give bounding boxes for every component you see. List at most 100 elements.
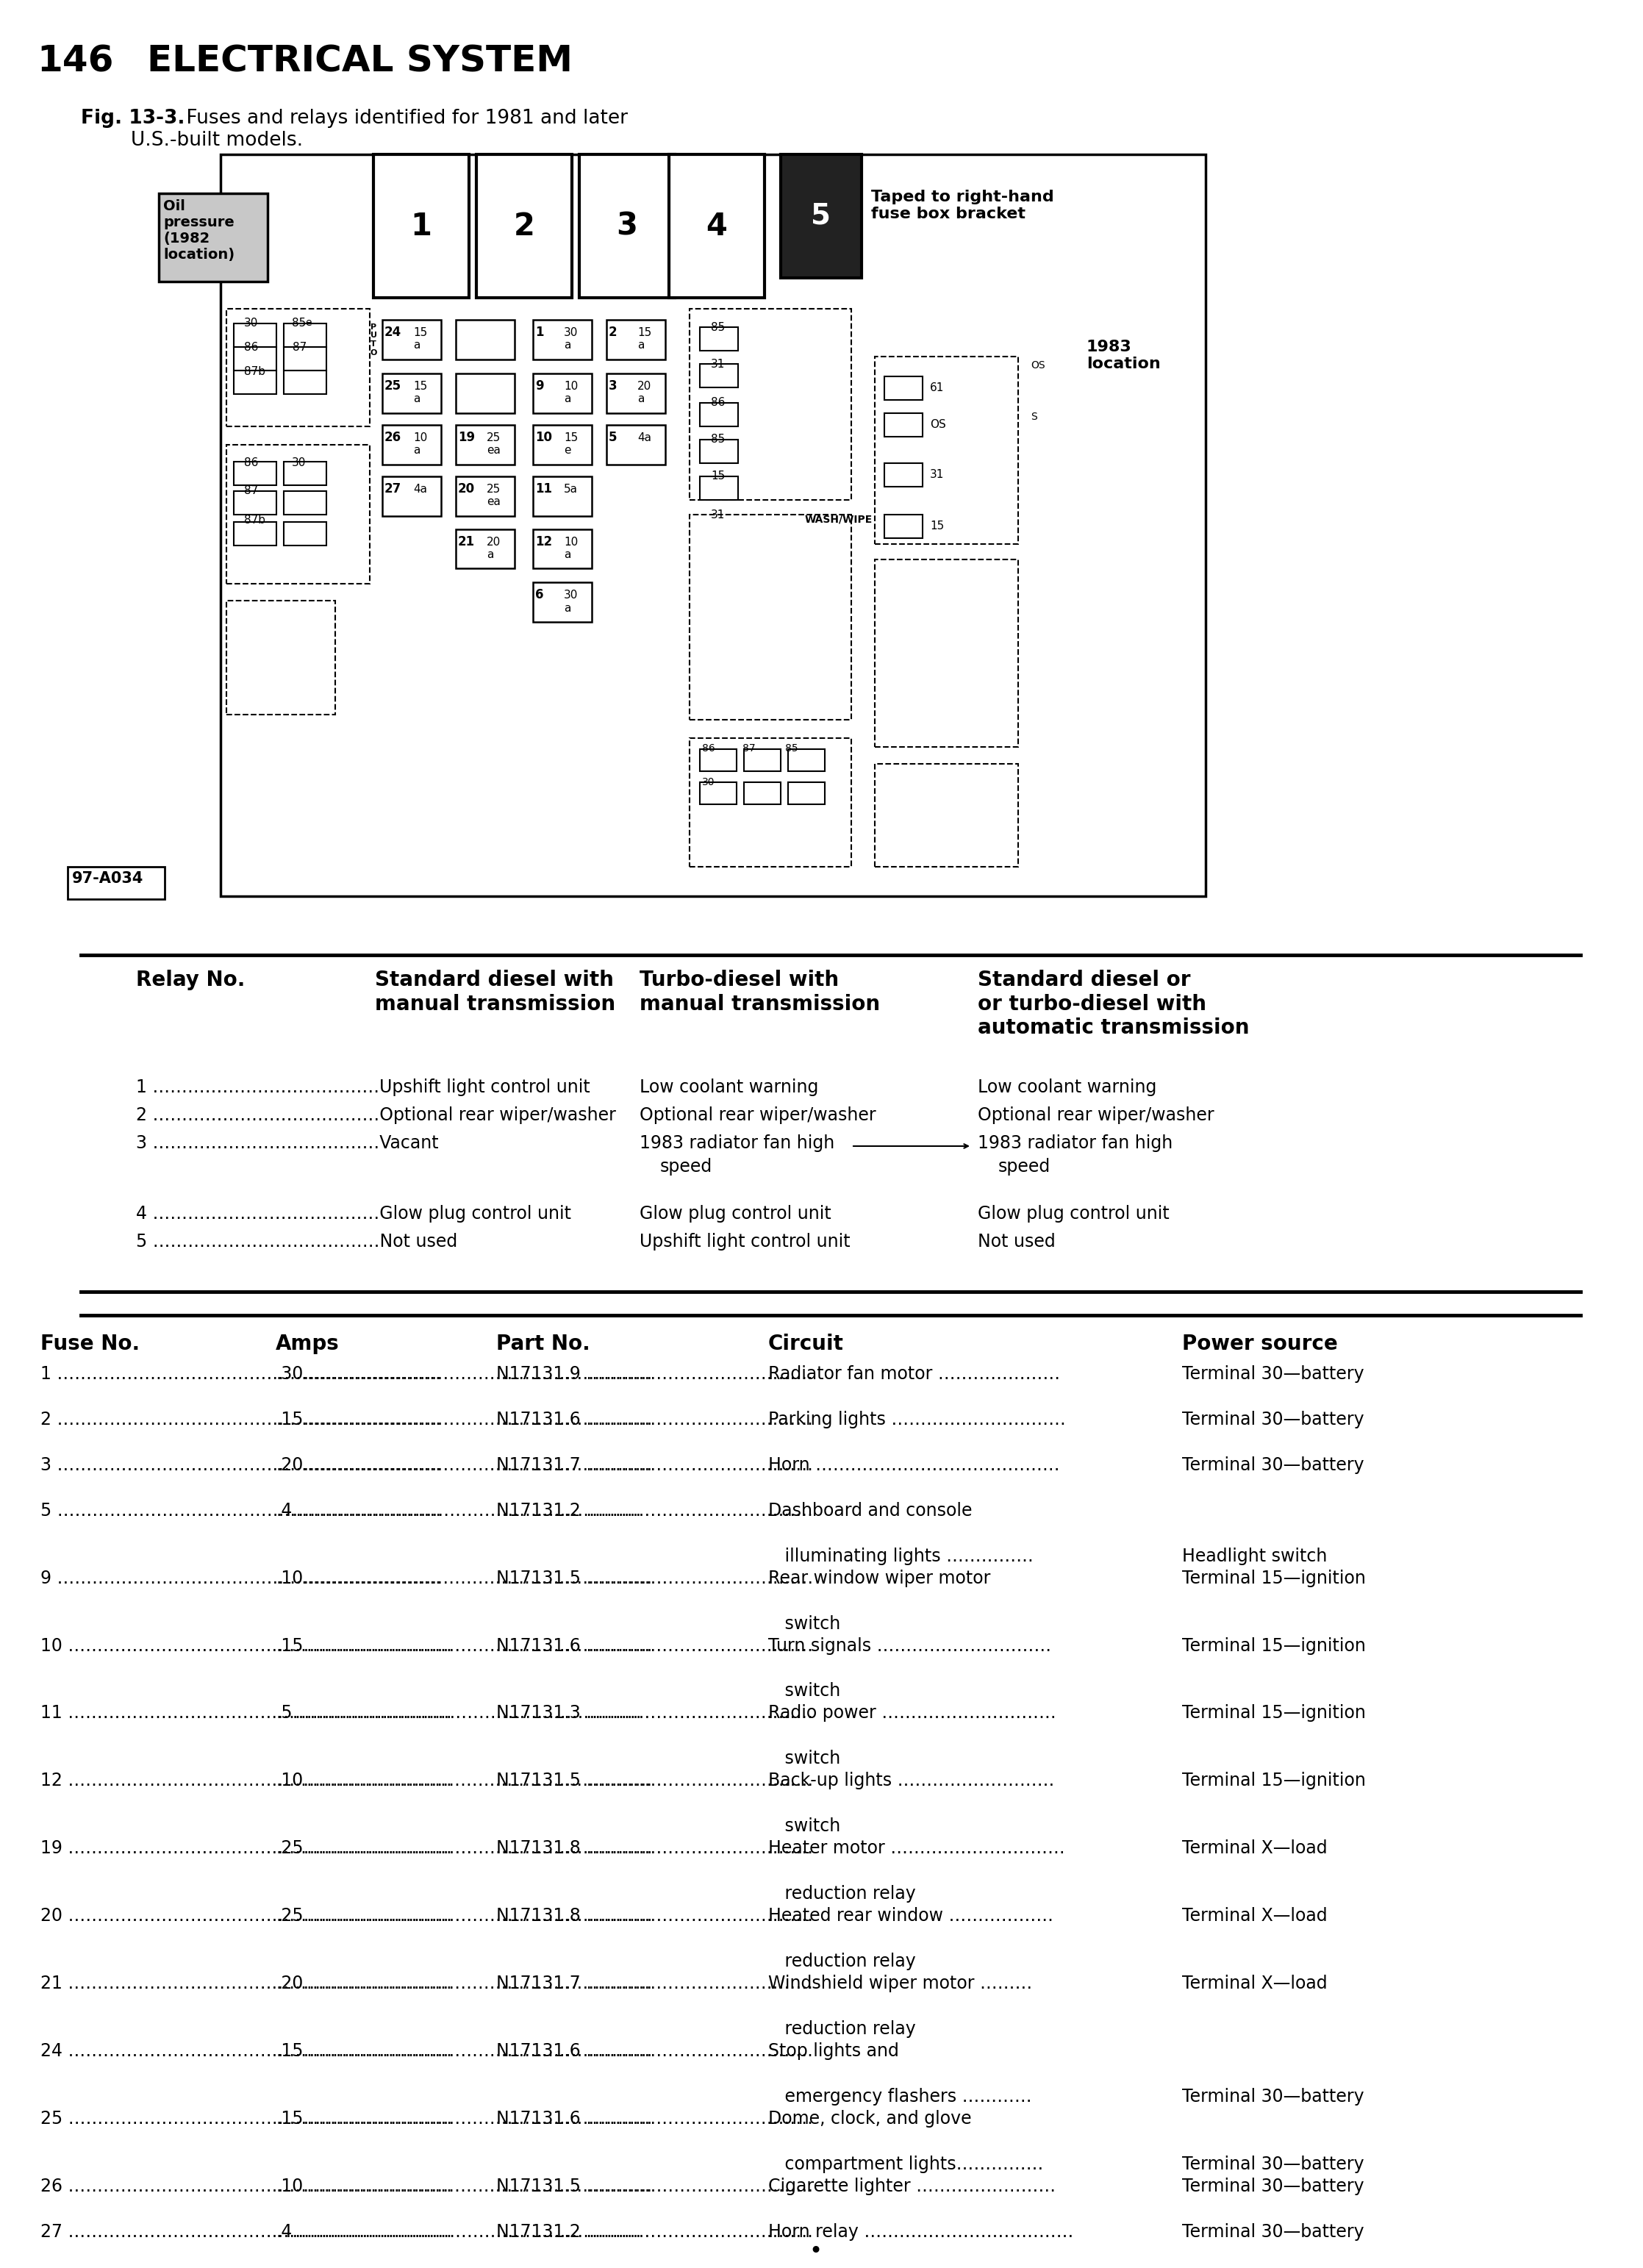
Text: Dashboard and console: Dashboard and console — [769, 1501, 973, 1520]
Text: 87b: 87b — [245, 365, 266, 376]
Text: 21: 21 — [458, 535, 475, 549]
Text: .10……………………………………………………: .10…………………………………………………… — [276, 2177, 652, 2195]
Bar — [532, 374, 591, 413]
Text: 5: 5 — [812, 202, 831, 229]
Text: 15: 15 — [930, 519, 945, 531]
Bar — [455, 528, 514, 569]
Text: reduction relay: reduction relay — [769, 2021, 915, 2039]
Text: Terminal 30—battery: Terminal 30—battery — [1181, 2089, 1364, 2105]
Bar — [669, 154, 764, 297]
Bar — [284, 347, 327, 370]
Text: Terminal 15—ignition: Terminal 15—ignition — [1181, 1569, 1365, 1588]
Bar — [606, 424, 665, 465]
Text: 10
a: 10 a — [412, 431, 427, 456]
Text: 2 …………………………………………………………: 2 ………………………………………………………… — [41, 1411, 440, 1429]
Text: 30: 30 — [245, 318, 258, 329]
Text: compartment lights……………: compartment lights…………… — [769, 2155, 1043, 2173]
Text: 5 …………………………………Not used: 5 …………………………………Not used — [136, 1234, 457, 1250]
Text: 85: 85 — [711, 322, 725, 333]
Text: switch: switch — [769, 1817, 841, 1835]
Bar — [383, 476, 440, 515]
Bar — [233, 522, 276, 544]
Text: N17131.6 …………………………………: N17131.6 ………………………………… — [496, 2109, 813, 2127]
Bar — [383, 374, 440, 413]
Text: .15……………………………………………………: .15…………………………………………………… — [276, 1411, 652, 1429]
Bar — [284, 370, 327, 395]
Text: 25 …………………………………………………………: 25 ………………………………………………………… — [41, 2109, 452, 2127]
Text: 87: 87 — [743, 744, 756, 753]
Text: WASH/WIPE: WASH/WIPE — [805, 515, 872, 524]
Text: Radio power …………………………: Radio power ………………………… — [769, 1706, 1056, 1721]
Bar — [233, 324, 276, 347]
Text: e: e — [306, 318, 311, 327]
Bar — [700, 476, 738, 499]
Text: Taped to right-hand
fuse box bracket: Taped to right-hand fuse box bracket — [871, 191, 1053, 222]
Text: speed: speed — [999, 1159, 1050, 1175]
Text: Not used: Not used — [978, 1234, 1055, 1250]
Bar — [780, 154, 861, 277]
Text: 85: 85 — [785, 744, 798, 753]
Text: 30: 30 — [292, 456, 306, 467]
Text: 10 …………………………………………………………: 10 ………………………………………………………… — [41, 1637, 452, 1656]
Text: Oil
pressure
(1982
location): Oil pressure (1982 location) — [163, 200, 235, 261]
Text: 2 …………………………………Optional rear wiper/washer: 2 …………………………………Optional rear wiper/washe… — [136, 1107, 616, 1125]
Text: 3 …………………………………………………………: 3 ………………………………………………………… — [41, 1456, 440, 1474]
Text: U.S.-built models.: U.S.-built models. — [131, 132, 302, 150]
Bar — [874, 356, 1019, 544]
Text: N17131.8 …………………………………: N17131.8 ………………………………… — [496, 1907, 813, 1926]
Bar — [532, 476, 591, 515]
Text: 97-A034: 97-A034 — [72, 871, 143, 887]
Text: 5: 5 — [608, 431, 618, 445]
Bar — [690, 515, 851, 719]
Text: N17131.6 …………………………………: N17131.6 ………………………………… — [496, 1411, 813, 1429]
Text: 11 …………………………………………………………: 11 ………………………………………………………… — [41, 1706, 452, 1721]
Bar — [700, 404, 738, 426]
Text: Fuse No.: Fuse No. — [41, 1334, 140, 1354]
Text: 1: 1 — [411, 211, 432, 243]
Text: Rear window wiper motor: Rear window wiper motor — [769, 1569, 991, 1588]
Text: 20: 20 — [458, 483, 475, 494]
Text: Fuses and relays identified for 1981 and later: Fuses and relays identified for 1981 and… — [181, 109, 628, 127]
Text: 1 …………………………………Upshift light control unit: 1 …………………………………Upshift light control uni… — [136, 1080, 590, 1095]
Text: 15
e: 15 e — [564, 431, 578, 456]
Text: N17131.6 …………………………………: N17131.6 ………………………………… — [496, 1637, 813, 1656]
Text: .4……………………………………………………: .4…………………………………………………… — [276, 1501, 641, 1520]
Text: 6: 6 — [536, 587, 544, 601]
Text: .15……………………………………………………: .15…………………………………………………… — [276, 2109, 652, 2127]
Text: 5a: 5a — [564, 483, 578, 494]
Bar — [373, 154, 468, 297]
Bar — [159, 193, 268, 281]
Text: 26 …………………………………………………………: 26 ………………………………………………………… — [41, 2177, 452, 2195]
Text: 1983 radiator fan high: 1983 radiator fan high — [978, 1134, 1173, 1152]
Text: Glow plug control unit: Glow plug control unit — [978, 1204, 1170, 1222]
Bar — [744, 748, 780, 771]
Bar — [690, 739, 851, 866]
Text: 12: 12 — [536, 535, 552, 549]
Text: Turbo-diesel with
manual transmission: Turbo-diesel with manual transmission — [639, 971, 881, 1014]
Text: 15: 15 — [711, 469, 725, 481]
Text: reduction relay: reduction relay — [769, 1953, 915, 1971]
Text: N17131.9 …………………………………: N17131.9 ………………………………… — [496, 1365, 813, 1383]
Text: 31: 31 — [711, 508, 725, 519]
Text: Terminal 30—battery: Terminal 30—battery — [1181, 2155, 1364, 2173]
Text: Terminal 15—ignition: Terminal 15—ignition — [1181, 1706, 1365, 1721]
Bar — [227, 445, 370, 585]
Text: Horn relay ………………………………: Horn relay ……………………………… — [769, 2223, 1073, 2241]
Text: reduction relay: reduction relay — [769, 1885, 915, 1903]
Text: 10
a: 10 a — [564, 535, 578, 560]
Text: 10: 10 — [536, 431, 552, 445]
Text: 30: 30 — [702, 778, 715, 787]
Bar — [383, 424, 440, 465]
Bar — [532, 424, 591, 465]
Text: 20
a: 20 a — [637, 381, 652, 404]
Text: 87b: 87b — [245, 515, 266, 526]
Text: 30
a: 30 a — [564, 327, 578, 352]
Text: 10
a: 10 a — [564, 381, 578, 404]
Text: 1 …………………………………………………………: 1 ………………………………………………………… — [41, 1365, 440, 1383]
Text: 15
a: 15 a — [412, 327, 427, 352]
Text: Stop lights and: Stop lights and — [769, 2043, 899, 2059]
Text: 19: 19 — [458, 431, 475, 445]
Bar — [789, 782, 825, 805]
Bar — [233, 347, 276, 370]
Text: .10……………………………………………………: .10…………………………………………………… — [276, 1569, 652, 1588]
